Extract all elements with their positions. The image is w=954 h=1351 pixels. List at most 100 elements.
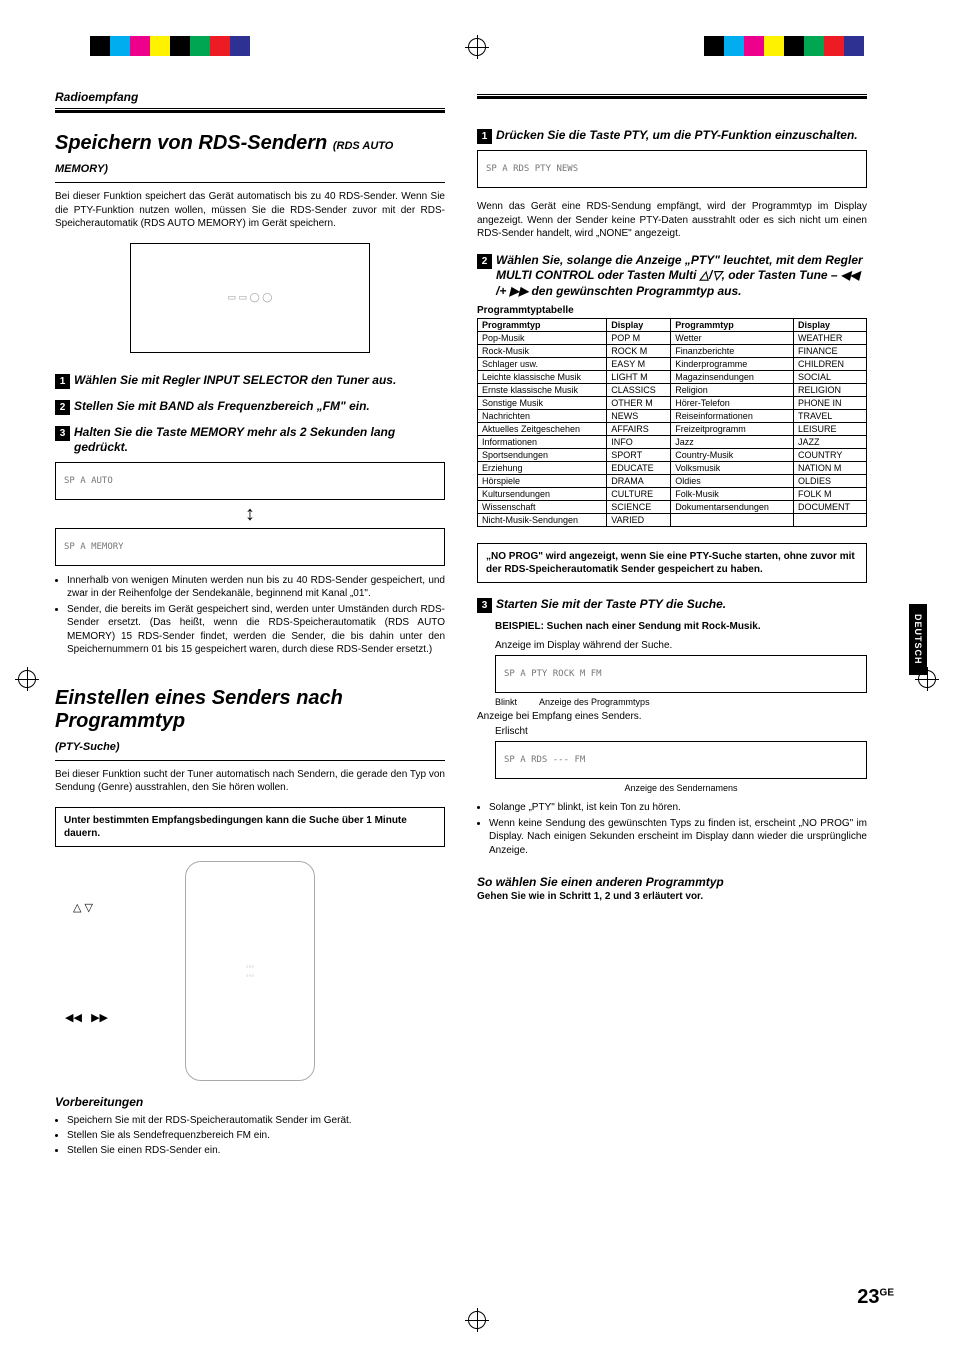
page-number: 23GE bbox=[857, 1286, 894, 1309]
preparations-heading: Vorbereitungen bbox=[55, 1095, 445, 1109]
prep-item: Speichern Sie mit der RDS-Speicherautoma… bbox=[67, 1113, 445, 1128]
table-cell: SOCIAL bbox=[794, 371, 867, 384]
table-cell: SPORT bbox=[607, 449, 671, 462]
th: Display bbox=[794, 319, 867, 332]
bullet-item: Wenn keine Sendung des gewünschten Typs … bbox=[489, 817, 867, 858]
step-number-icon: 2 bbox=[55, 400, 70, 415]
table-cell: Pop-Musik bbox=[478, 332, 607, 345]
step-number-icon: 1 bbox=[477, 129, 492, 144]
table-cell: NATION M bbox=[794, 462, 867, 475]
table-cell: Wetter bbox=[671, 332, 794, 345]
page-num-suffix: GE bbox=[880, 1287, 894, 1298]
table-cell bbox=[794, 514, 867, 527]
table-cell bbox=[671, 514, 794, 527]
table-cell: Jazz bbox=[671, 436, 794, 449]
table-cell: RELIGION bbox=[794, 384, 867, 397]
table-cell: Volksmusik bbox=[671, 462, 794, 475]
section2-intro: Bei dieser Funktion sucht der Tuner auto… bbox=[55, 768, 445, 795]
receiver-diagram: ▭ ▭ ◯ ◯ bbox=[130, 243, 370, 353]
prep-item: Stellen Sie als Sendefrequenzbereich FM … bbox=[67, 1128, 445, 1143]
table-cell: FINANCE bbox=[794, 345, 867, 358]
table-cell: OLDIES bbox=[794, 475, 867, 488]
table-cell: Kultursendungen bbox=[478, 488, 607, 501]
warning-box: „NO PROG" wird angezeigt, wenn Sie eine … bbox=[477, 543, 867, 583]
table-cell: DOCUMENT bbox=[794, 501, 867, 514]
step-text: Starten Sie mit der Taste PTY die Suche. bbox=[496, 597, 726, 613]
table-cell: Folk-Musik bbox=[671, 488, 794, 501]
right-step-2: 2 Wählen Sie, solange die Anzeige „PTY" … bbox=[477, 253, 867, 300]
multi-up-down-icon: △ ▽ bbox=[73, 901, 93, 914]
indicator-label: Blinkt bbox=[495, 697, 517, 707]
table-cell: Kinderprogramme bbox=[671, 358, 794, 371]
step-2: 2 Stellen Sie mit BAND als Frequenzberei… bbox=[55, 399, 445, 415]
table-cell: POP M bbox=[607, 332, 671, 345]
language-tab: DEUTSCH bbox=[909, 604, 927, 675]
step-number-icon: 2 bbox=[477, 254, 492, 269]
table-row: Sonstige MusikOTHER MHörer-TelefonPHONE … bbox=[478, 397, 867, 410]
table-cell: CLASSICS bbox=[607, 384, 671, 397]
table-cell: PHONE IN bbox=[794, 397, 867, 410]
color-bar-left bbox=[90, 36, 250, 56]
th: Programmtyp bbox=[478, 319, 607, 332]
table-row: InformationenINFOJazzJAZZ bbox=[478, 436, 867, 449]
step-3: 3 Halten Sie die Taste MEMORY mehr als 2… bbox=[55, 425, 445, 456]
table-cell: INFO bbox=[607, 436, 671, 449]
th: Programmtyp bbox=[671, 319, 794, 332]
table-row: ErziehungEDUCATEVolksmusikNATION M bbox=[478, 462, 867, 475]
right-bullets: Solange „PTY" blinkt, ist kein Ton zu hö… bbox=[489, 801, 867, 857]
table-row: HörspieleDRAMAOldiesOLDIES bbox=[478, 475, 867, 488]
section-label: Radioempfang bbox=[55, 90, 445, 104]
table-cell: Nicht-Musik-Sendungen bbox=[478, 514, 607, 527]
step-text: Drücken Sie die Taste PTY, um die PTY-Fu… bbox=[496, 128, 858, 144]
table-cell: Hörer-Telefon bbox=[671, 397, 794, 410]
bullet-item: Innerhalb von wenigen Minuten werden nun… bbox=[67, 574, 445, 601]
pty-table: Programmtyp Display Programmtyp Display … bbox=[477, 318, 867, 527]
table-cell: EASY M bbox=[607, 358, 671, 371]
step-number-icon: 3 bbox=[55, 426, 70, 441]
table-row: Rock-MusikROCK MFinanzberichteFINANCE bbox=[478, 345, 867, 358]
table-row: Leichte klassische MusikLIGHT MMagazinse… bbox=[478, 371, 867, 384]
bullet-item: Solange „PTY" blinkt, ist kein Ton zu hö… bbox=[489, 801, 867, 815]
table-cell: OTHER M bbox=[607, 397, 671, 410]
arrow-down-icon: ↕ bbox=[55, 504, 445, 524]
step-number-icon: 3 bbox=[477, 598, 492, 613]
section1-title: Speichern von RDS-Sendern (RDS AUTO MEMO… bbox=[55, 132, 445, 178]
table-cell: SCIENCE bbox=[607, 501, 671, 514]
example-title: BEISPIEL: Suchen nach einer Sendung mit … bbox=[495, 621, 867, 632]
table-cell: Ernste klassische Musik bbox=[478, 384, 607, 397]
preparations-list: Speichern Sie mit der RDS-Speicherautoma… bbox=[67, 1113, 445, 1158]
table-cell: EDUCATE bbox=[607, 462, 671, 475]
table-row: NachrichtenNEWSReiseinformationenTRAVEL bbox=[478, 410, 867, 423]
table-cell: AFFAIRS bbox=[607, 423, 671, 436]
table-cell: Sonstige Musik bbox=[478, 397, 607, 410]
lcd-display-auto: SP A AUTO bbox=[55, 462, 445, 500]
table-cell: Schlager usw. bbox=[478, 358, 607, 371]
table-row: Pop-MusikPOP MWetterWEATHER bbox=[478, 332, 867, 345]
indicator-label: Erlischt bbox=[495, 726, 867, 737]
table-cell: Freizeitprogramm bbox=[671, 423, 794, 436]
indicator-label: Anzeige des Sendernamens bbox=[495, 783, 867, 793]
lcd-display-rock: SP A PTY ROCK M FM bbox=[495, 655, 867, 693]
section1-intro: Bei dieser Funktion speichert das Gerät … bbox=[55, 190, 445, 231]
right-after1: Wenn das Gerät eine RDS-Sendung empfängt… bbox=[477, 200, 867, 241]
lcd-display-news: SP A RDS PTY NEWS bbox=[477, 150, 867, 188]
right-step-1: 1 Drücken Sie die Taste PTY, um die PTY-… bbox=[477, 128, 867, 144]
table-cell: WEATHER bbox=[794, 332, 867, 345]
table-cell: CHILDREN bbox=[794, 358, 867, 371]
title-main: Speichern von RDS-Sendern bbox=[55, 132, 327, 154]
title-main: Einstellen eines Senders nach Programmty… bbox=[55, 687, 343, 732]
section2-title: Einstellen eines Senders nach Programmty… bbox=[55, 687, 445, 756]
table-cell: Rock-Musik bbox=[478, 345, 607, 358]
table-cell: Leichte klassische Musik bbox=[478, 371, 607, 384]
sub-heading: So wählen Sie einen anderen Programmtyp bbox=[477, 875, 867, 889]
table-cell: LIGHT M bbox=[607, 371, 671, 384]
title-sub: (PTY-Suche) bbox=[55, 741, 120, 753]
table-cell: TRAVEL bbox=[794, 410, 867, 423]
table-cell: LEISURE bbox=[794, 423, 867, 436]
caption: Anzeige bei Empfang eines Senders. bbox=[477, 711, 867, 722]
note-box: Unter bestimmten Empfangsbedingungen kan… bbox=[55, 807, 445, 847]
th: Display bbox=[607, 319, 671, 332]
table-cell: Dokumentarsendungen bbox=[671, 501, 794, 514]
section1-bullets: Innerhalb von wenigen Minuten werden nun… bbox=[67, 574, 445, 657]
indicator-label: Anzeige des Programmtyps bbox=[539, 697, 650, 707]
